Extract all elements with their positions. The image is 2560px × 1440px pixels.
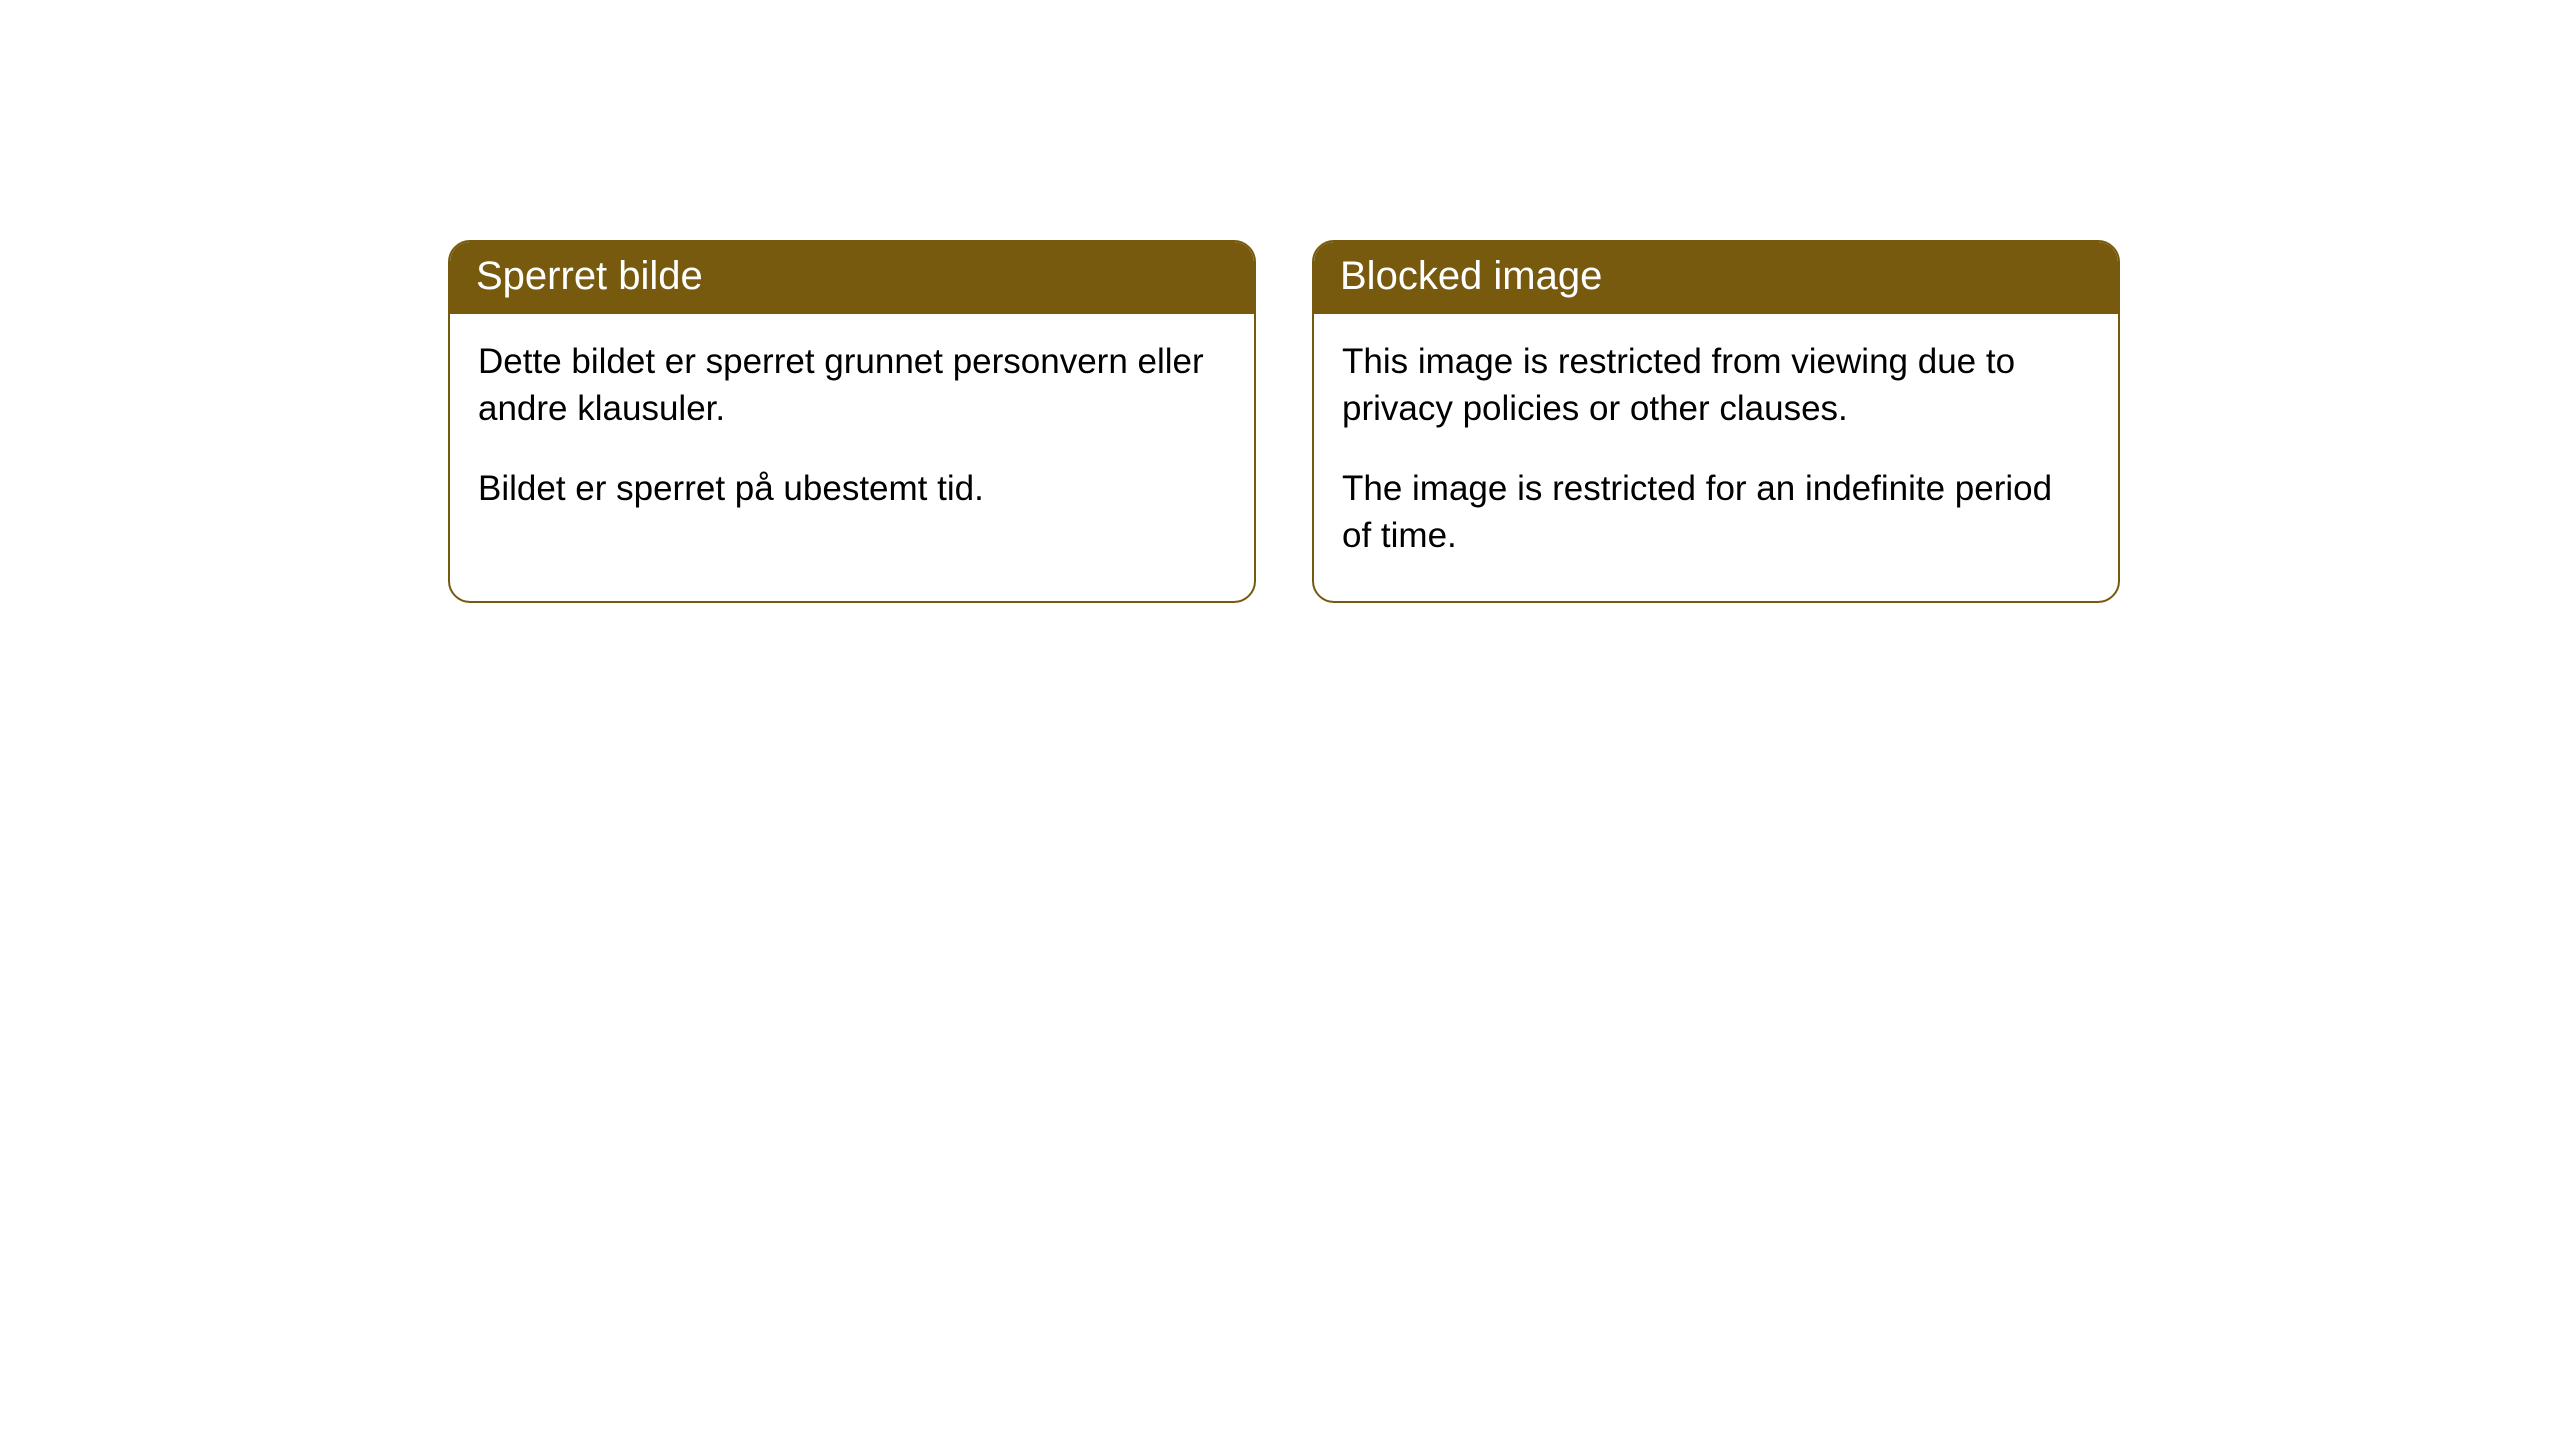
- card-norwegian: Sperret bilde Dette bildet er sperret gr…: [448, 240, 1256, 603]
- cards-container: Sperret bilde Dette bildet er sperret gr…: [448, 240, 2120, 603]
- card-paragraph-2-norwegian: Bildet er sperret på ubestemt tid.: [478, 465, 1226, 512]
- card-paragraph-2-english: The image is restricted for an indefinit…: [1342, 465, 2090, 560]
- card-body-english: This image is restricted from viewing du…: [1314, 314, 2118, 601]
- card-header-english: Blocked image: [1314, 242, 2118, 314]
- card-english: Blocked image This image is restricted f…: [1312, 240, 2120, 603]
- card-header-norwegian: Sperret bilde: [450, 242, 1254, 314]
- card-paragraph-1-norwegian: Dette bildet er sperret grunnet personve…: [478, 338, 1226, 433]
- card-paragraph-1-english: This image is restricted from viewing du…: [1342, 338, 2090, 433]
- card-body-norwegian: Dette bildet er sperret grunnet personve…: [450, 314, 1254, 554]
